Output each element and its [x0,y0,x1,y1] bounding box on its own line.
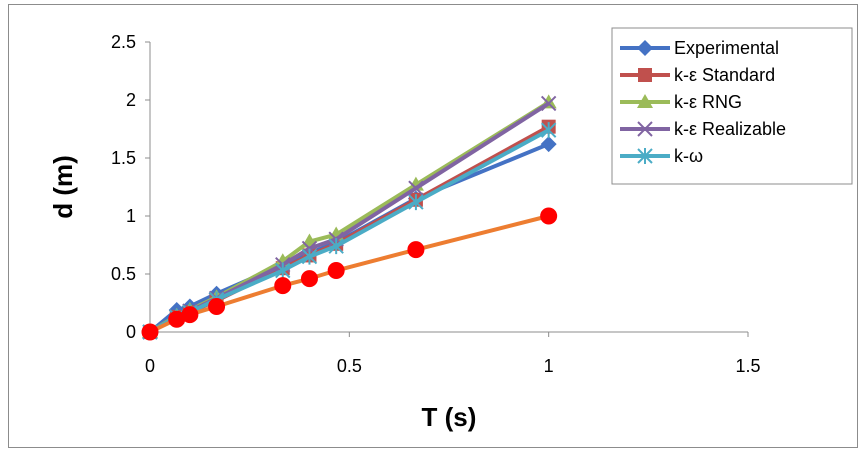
data-point [327,262,345,280]
data-point [275,262,291,279]
data-point [208,297,226,315]
data-point [638,68,652,82]
y-tick-label: 0 [126,322,136,342]
legend-label: k-ε Realizable [674,119,786,139]
x-axis-title: T (s) [422,402,477,432]
series-k-realizable [142,95,557,340]
data-point [540,207,558,225]
data-point [274,277,292,295]
data-point [408,194,424,211]
y-tick-label: 2 [126,90,136,110]
legend-label: k-ω [674,146,703,166]
y-tick-label: 1 [126,206,136,226]
legend-item: k-ω [620,146,703,166]
legend-label: k-ε Standard [674,65,775,85]
y-tick-label: 2.5 [111,32,136,52]
x-tick-label: 0 [145,356,155,376]
data-point [408,180,424,196]
data-point [300,270,318,288]
y-tick-label: 0.5 [111,264,136,284]
x-tick-label: 0.5 [337,356,362,376]
data-point [540,122,557,139]
y-tick-label: 1.5 [111,148,136,168]
x-tick-label: 1.5 [735,356,760,376]
data-point [540,95,557,112]
data-point [637,148,653,164]
data-point [637,94,653,108]
legend-item: k-ε RNG [620,92,742,112]
data-point [637,121,653,137]
data-point [540,136,557,153]
series-unnamed-5 [141,207,558,341]
legend-item: Experimental [620,38,779,58]
x-tick-label: 1 [544,356,554,376]
y-axis-title: d (m) [48,155,78,219]
data-point [637,40,653,56]
data-point [141,323,159,341]
legend-label: Experimental [674,38,779,58]
legend-item: k-ε Realizable [620,119,786,139]
legend-label: k-ε RNG [674,92,742,112]
legend-item: k-ε Standard [620,65,775,85]
data-point [301,248,318,265]
data-point [407,241,425,259]
data-point [181,306,199,324]
data-point [328,238,344,255]
series-k-rng [142,94,557,338]
